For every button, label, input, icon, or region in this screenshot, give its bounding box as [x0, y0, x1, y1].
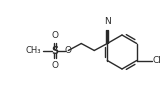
- Text: O: O: [52, 31, 59, 39]
- Text: CH₃: CH₃: [25, 46, 41, 55]
- Text: N: N: [104, 17, 111, 27]
- Text: S: S: [52, 46, 59, 56]
- Text: O: O: [65, 46, 72, 55]
- Text: Cl: Cl: [152, 56, 161, 65]
- Text: O: O: [52, 62, 59, 70]
